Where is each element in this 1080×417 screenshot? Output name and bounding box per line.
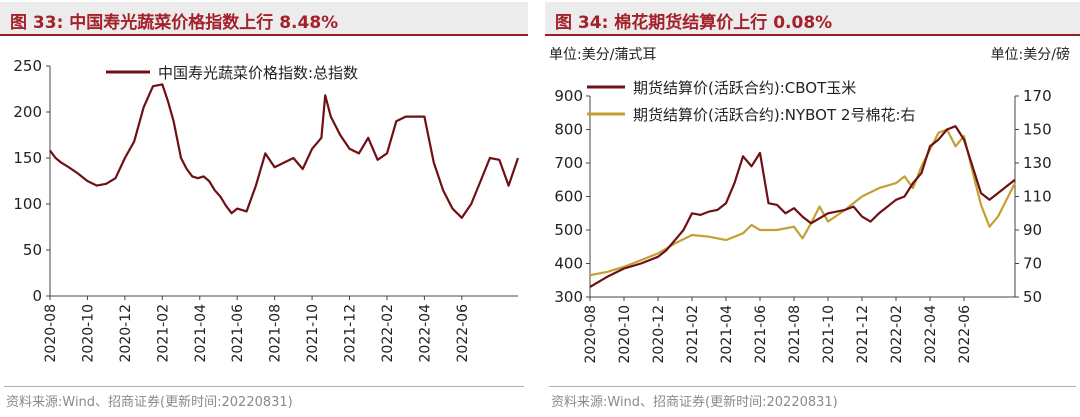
left-series-line-veg-index — [49, 83, 520, 219]
right-legend-label-cotton: 期货结算价(活跃合约):NYBOT 2号棉花:右 — [633, 106, 916, 124]
right-y-tick-label-right: 130 — [1023, 154, 1052, 172]
right-x-tick-label: 2021-10 — [821, 305, 837, 364]
left-chart: 0 50 100 150 200 250 2020-08 2020-10 2020-12 202… — [13, 57, 520, 363]
right-y-tick-label-left: 300 — [554, 288, 583, 306]
left-x-tick-label: 2020-08 — [43, 304, 59, 363]
right-series-line-cbot-corn — [589, 125, 1016, 288]
right-y-tick-label-left: 700 — [554, 154, 583, 172]
right-unit-right: 单位:美分/磅 — [990, 47, 1070, 63]
left-x-tick-label: 2021-06 — [230, 304, 246, 363]
right-x-tick-label: 2021-06 — [753, 305, 769, 364]
right-y-tick-label-right: 170 — [1023, 87, 1052, 105]
right-y-tick-label-right: 90 — [1023, 221, 1042, 239]
right-y-tick-label-right: 50 — [1023, 288, 1042, 306]
right-x-tick-label: 2021-02 — [685, 305, 701, 364]
left-x-tick-label: 2022-06 — [455, 304, 471, 363]
left-y-tick-label: 50 — [23, 241, 42, 259]
left-x-tick-label: 2020-12 — [118, 304, 134, 363]
right-x-tick-label: 2020-12 — [651, 305, 667, 364]
left-legend-label: 中国寿光蔬菜价格指数:总指数 — [158, 64, 358, 82]
left-y-tick-label: 250 — [13, 57, 42, 75]
left-x-tick-label: 2022-02 — [380, 304, 396, 363]
left-x-tick-label: 2022-04 — [417, 304, 433, 363]
left-chart-title: 图 33: 中国寿光蔬菜价格指数上行 8.48% — [10, 13, 339, 33]
right-series-line-nybot-cotton — [589, 128, 1016, 277]
right-unit-left: 单位:美分/蒲式耳 — [549, 47, 657, 63]
right-y-tick-label-left: 400 — [554, 255, 583, 273]
left-title-bar: 图 33: 中国寿光蔬菜价格指数上行 8.48% — [0, 2, 528, 36]
right-x-tick-label: 2021-12 — [855, 305, 871, 364]
right-x-tick-label: 2022-04 — [923, 305, 939, 364]
right-y-tick-label-right: 150 — [1023, 121, 1052, 139]
right-x-tick-label: 2020-10 — [617, 305, 633, 364]
left-x-tick-label: 2021-08 — [268, 304, 284, 363]
right-x-tick-label: 2021-04 — [719, 305, 735, 364]
right-chart: 300 400 500 600 700 800 900 50 70 90 110 130 150 170… — [554, 79, 1052, 364]
right-source-divider — [549, 386, 1076, 387]
left-source: 资料来源:Wind、招商证券(更新时间:20220831) — [6, 395, 293, 410]
right-chart-title: 图 34: 棉花期货结算价上行 0.08% — [555, 13, 833, 33]
right-y-tick-label-left: 800 — [554, 121, 583, 139]
left-y-tick-label: 0 — [32, 287, 42, 305]
right-y-tick-label-right: 110 — [1023, 188, 1052, 206]
right-legend-label-cbot: 期货结算价(活跃合约):CBOT玉米 — [633, 79, 856, 97]
right-x-tick-label: 2020-08 — [583, 305, 599, 364]
left-x-tick-label: 2020-10 — [80, 304, 96, 363]
right-y-tick-label-left: 500 — [554, 221, 583, 239]
left-y-tick-label: 150 — [13, 149, 42, 167]
right-x-tick-label: 2022-02 — [889, 305, 905, 364]
right-title-bar: 图 34: 棉花期货结算价上行 0.08% — [545, 2, 1080, 36]
right-x-tick-label: 2022-06 — [957, 305, 973, 364]
left-x-tick-label: 2021-10 — [305, 304, 321, 363]
right-y-tick-label-left: 900 — [554, 87, 583, 105]
right-y-tick-label-right: 70 — [1023, 255, 1042, 273]
left-source-divider — [4, 386, 524, 387]
left-y-tick-label: 200 — [13, 103, 42, 121]
left-y-tick-label: 100 — [13, 195, 42, 213]
left-x-tick-label: 2021-12 — [343, 304, 359, 363]
left-x-tick-label: 2021-04 — [193, 304, 209, 363]
left-x-tick-label: 2021-02 — [155, 304, 171, 363]
right-source: 资料来源:Wind、招商证券(更新时间:20220831) — [551, 395, 838, 410]
right-x-tick-label: 2021-08 — [787, 305, 803, 364]
right-y-tick-label-left: 600 — [554, 188, 583, 206]
